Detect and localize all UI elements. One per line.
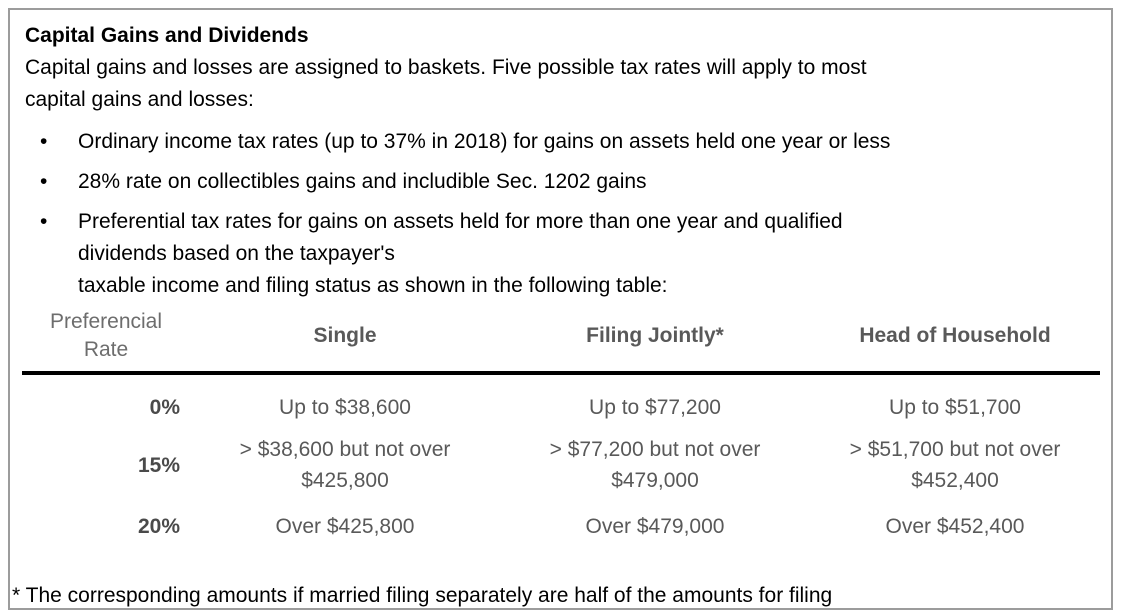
jointly-cell: Over $479,000: [585, 515, 725, 538]
jointly-cell: Up to $77,200: [589, 396, 721, 419]
bullet-text: Ordinary income tax rates (up to 37% in …: [78, 130, 891, 153]
column-header-head-of-household: Head of Household: [859, 324, 1051, 347]
bullet-item-collectibles: • 28% rate on collectibles gains and inc…: [40, 166, 1105, 198]
table-row: 20% Over $425,800 Over $479,000 Over $45…: [22, 511, 1100, 542]
single-cell: Over $425,800: [275, 515, 415, 538]
rate-cell: 20%: [137, 515, 180, 538]
bullet-text: Preferential tax rates for gains on asse…: [78, 210, 843, 297]
table-header-row: Preferencial Rate Single Filing Jointly*…: [22, 308, 1100, 364]
jointly-cell: > $77,200 but not over $479,000: [549, 438, 761, 492]
table-row: 0% Up to $38,600 Up to $77,200 Up to $51…: [22, 392, 1100, 423]
hoh-cell: > $51,700 but not over $452,400: [849, 438, 1061, 492]
intro-paragraph: Capital gains and losses are assigned to…: [25, 56, 867, 111]
table-row: 15% > $38,600 but not over $425,800 > $7…: [22, 434, 1100, 496]
bullet-icon: •: [40, 130, 48, 153]
column-header-single: Single: [313, 324, 377, 347]
bullet-item-ordinary-rates: • Ordinary income tax rates (up to 37% i…: [40, 126, 1105, 158]
bullet-icon: •: [40, 210, 48, 233]
hoh-cell: Up to $51,700: [889, 396, 1021, 419]
rate-cell: 0%: [149, 396, 180, 419]
column-header-filing-jointly: Filing Jointly*: [586, 324, 724, 347]
rate-cell: 15%: [137, 453, 180, 477]
table-header-divider: [22, 371, 1100, 375]
page-title: Capital Gains and Dividends: [25, 24, 309, 47]
single-cell: Up to $38,600: [279, 396, 411, 419]
column-header-preferencial-rate: Preferencial Rate: [49, 310, 163, 361]
bullet-text: 28% rate on collectibles gains and inclu…: [78, 170, 647, 193]
footnote-married-filing-separately: * The corresponding amounts if married f…: [12, 584, 833, 607]
hoh-cell: Over $452,400: [885, 515, 1025, 538]
bullet-item-preferential-rates: • Preferential tax rates for gains on as…: [40, 206, 1105, 302]
bullet-icon: •: [40, 170, 48, 193]
document-panel: Capital Gains and Dividends Capital gain…: [8, 8, 1113, 610]
single-cell: > $38,600 but not over $425,800: [239, 438, 451, 492]
